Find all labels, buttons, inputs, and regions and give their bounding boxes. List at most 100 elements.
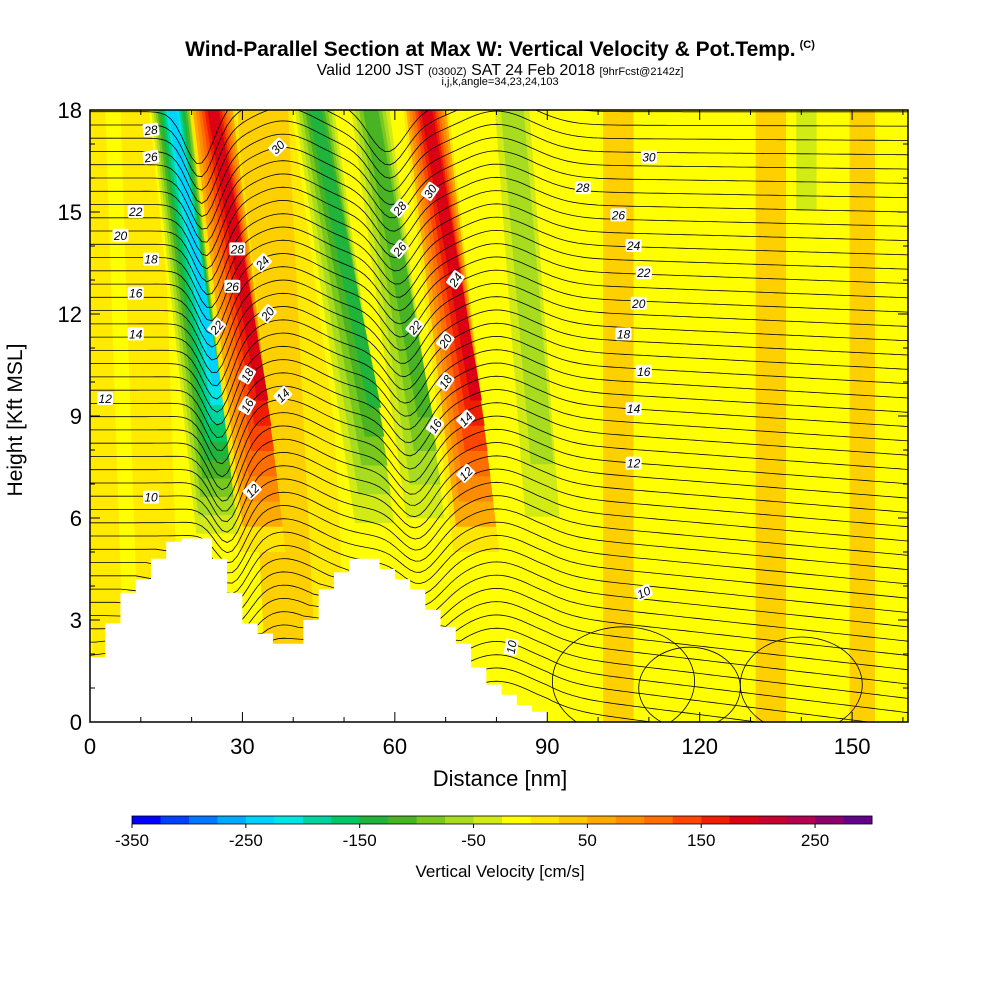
theta-contour-line — [90, 110, 908, 191]
theta-contour-line — [90, 213, 908, 296]
contour-label: 24 — [625, 239, 642, 253]
theta-contour-line — [90, 173, 908, 257]
theta-contour-line — [90, 412, 908, 491]
contour-label-text: 18 — [144, 253, 158, 267]
contour-label: 28 — [229, 242, 246, 256]
x-tick-label: 90 — [535, 734, 559, 759]
contour-label-text: 26 — [142, 150, 158, 166]
contour-label-text: 28 — [142, 122, 158, 138]
contour-label-bg — [143, 490, 159, 504]
x-tick-label: 0 — [84, 734, 96, 759]
contour-label: 10 — [503, 638, 520, 656]
contour-label-text: 24 — [626, 239, 641, 253]
contour-label-text: 16 — [129, 287, 143, 301]
y-tick-label: 9 — [70, 404, 82, 429]
contour-label-bg — [268, 137, 288, 157]
colorbar-swatch — [843, 816, 873, 824]
contour-label-bg — [112, 228, 129, 242]
x-tick-label: 120 — [681, 734, 718, 759]
chart-subtitle: Valid 1200 JST (0300Z) SAT 24 Feb 2018 [… — [0, 62, 1000, 80]
velocity-band — [755, 110, 787, 722]
contour-label: 12 — [625, 456, 642, 471]
y-tick-label: 3 — [70, 608, 82, 633]
theta-contour-line — [90, 239, 908, 322]
contour-label: 18 — [436, 372, 455, 391]
colorbar-swatch — [530, 816, 560, 824]
colorbar-swatch — [331, 816, 361, 824]
contour-label-text: 16 — [238, 396, 257, 415]
theta-contour-line — [90, 359, 908, 439]
contour-label: 22 — [127, 205, 144, 219]
contour-label-bg — [634, 583, 653, 601]
contour-label: 16 — [425, 416, 445, 436]
colorbar-swatch — [473, 816, 503, 824]
contour-label-text: 30 — [642, 151, 656, 165]
colorbar-swatch — [245, 816, 275, 824]
subtitle-date: SAT 24 Feb 2018 — [471, 62, 595, 79]
terrain — [90, 538, 548, 722]
velocity-core — [500, 110, 554, 465]
colorbar-swatch — [217, 816, 247, 824]
y-axis-label: Height [Kft MSL] — [4, 343, 27, 497]
colorbar-tick-label: 50 — [578, 831, 597, 850]
subtitle-zulu: (0300Z) — [428, 66, 467, 78]
contour-label: 16 — [127, 286, 144, 301]
theta-contour-line — [90, 120, 908, 204]
velocity-band — [90, 110, 126, 722]
contour-label-bg — [420, 181, 440, 201]
contour-label: 10 — [143, 490, 159, 505]
contour-label: 18 — [143, 252, 159, 267]
contour-label-text: 14 — [129, 327, 143, 341]
colorbar-tick-label: -350 — [115, 831, 149, 850]
contour-label-bg — [456, 464, 476, 483]
colorbar-swatch — [644, 816, 674, 824]
contour-label-text: 18 — [238, 366, 257, 385]
theta-contour-line — [486, 680, 649, 722]
contour-label-bg — [238, 396, 256, 415]
subtitle-valid: Valid 1200 JST — [316, 62, 424, 79]
theta-contour-line — [90, 478, 908, 543]
theta-contour-line — [90, 544, 908, 613]
theta-contour-line — [90, 110, 908, 178]
contour-label-text: 20 — [113, 229, 128, 243]
contour-label-bg — [615, 327, 632, 341]
theta-contour-line — [90, 624, 908, 699]
contour-label-text: 10 — [504, 639, 520, 655]
velocity-core — [168, 110, 222, 387]
y-tick-label: 0 — [70, 710, 82, 735]
colorbar-swatch — [445, 816, 475, 824]
contour-label-bg — [425, 416, 445, 436]
velocity-core — [420, 110, 482, 401]
colorbar-swatch — [416, 816, 446, 824]
contour-label: 14 — [127, 327, 144, 341]
contour-label-bg — [574, 181, 591, 195]
contour-label-bg — [456, 409, 476, 429]
theta-contour-line — [90, 186, 908, 270]
theta-contour-line — [90, 451, 908, 523]
chart-params: i,j,k,angle=34,23,24,103 — [441, 76, 559, 88]
contour-label: 12 — [242, 481, 262, 500]
theta-contour-line — [90, 160, 908, 243]
terrain-shape — [90, 538, 548, 722]
contour-label-bg — [503, 638, 519, 656]
colorbar-tick-label: -250 — [229, 831, 263, 850]
contour-label: 20 — [112, 228, 129, 243]
copyright-mark: (C) — [799, 39, 815, 51]
theta-contour-line — [90, 266, 908, 348]
colorbar-tick-label: 250 — [801, 831, 829, 850]
velocity-core — [308, 110, 382, 408]
colorbar-tick-label: -150 — [343, 831, 377, 850]
y-tick-label: 15 — [58, 200, 82, 225]
colorbar-swatch — [132, 816, 161, 824]
contour-label: 14 — [456, 409, 476, 429]
theta-contour-line — [90, 425, 908, 502]
contour-label: 22 — [635, 266, 652, 280]
y-tick-label: 18 — [58, 98, 82, 123]
contour-label: 16 — [238, 396, 257, 415]
x-axis-label: Distance [nm] — [432, 766, 568, 791]
contour-label: 30 — [640, 150, 657, 165]
contour-label: 26 — [224, 279, 241, 294]
colorbar-swatch — [160, 816, 190, 824]
colorbar-swatch — [359, 816, 389, 824]
theta-contour-line — [90, 491, 908, 556]
